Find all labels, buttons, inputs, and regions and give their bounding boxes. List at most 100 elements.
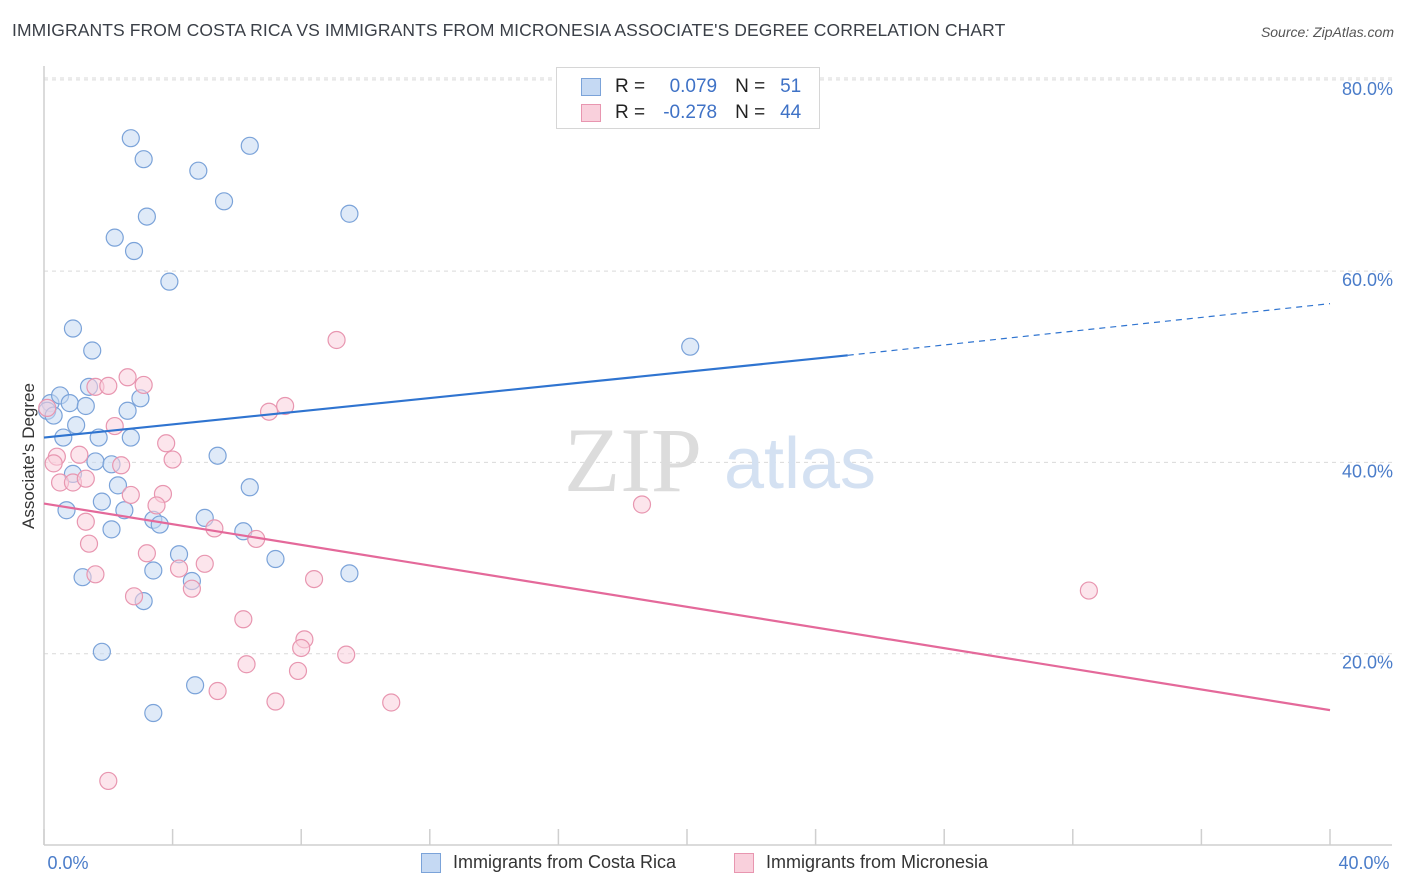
- series-micronesia: [38, 330, 1098, 791]
- point-costa-rica: [189, 161, 208, 180]
- point-costa-rica: [144, 561, 163, 580]
- point-costa-rica: [83, 341, 102, 360]
- n-value: 51: [780, 76, 802, 97]
- axes: [43, 66, 1392, 846]
- point-costa-rica: [160, 272, 179, 291]
- trend-line-costa-rica: [43, 354, 848, 439]
- trend-lines: [43, 303, 1331, 712]
- point-costa-rica: [57, 501, 76, 520]
- point-micronesia: [382, 693, 401, 712]
- y-tick-label: 80.0%: [1342, 79, 1393, 99]
- watermark-zip: ZIP: [564, 409, 702, 511]
- legend-swatch-micronesia: [581, 104, 601, 122]
- grid-lines: [44, 77, 1392, 655]
- point-micronesia: [137, 544, 156, 563]
- y-tick-labels: 20.0% 40.0% 60.0% 80.0%: [1342, 79, 1393, 673]
- point-micronesia: [124, 587, 144, 606]
- point-micronesia: [79, 534, 99, 553]
- point-costa-rica: [681, 337, 700, 356]
- point-costa-rica: [60, 394, 79, 413]
- point-micronesia: [259, 402, 279, 421]
- point-costa-rica: [208, 446, 227, 465]
- point-micronesia: [234, 610, 253, 629]
- point-costa-rica: [115, 501, 134, 520]
- point-micronesia: [208, 681, 227, 701]
- point-micronesia: [182, 579, 201, 598]
- point-micronesia: [70, 445, 89, 464]
- point-costa-rica: [86, 452, 105, 471]
- point-micronesia: [38, 398, 57, 417]
- point-costa-rica: [240, 136, 259, 155]
- chart-title: IMMIGRANTS FROM COSTA RICA VS IMMIGRANTS…: [12, 20, 1006, 40]
- n-label: N =: [735, 102, 766, 123]
- point-micronesia: [337, 645, 356, 664]
- r-value: 0.079: [669, 76, 718, 97]
- point-costa-rica: [63, 319, 83, 338]
- point-micronesia: [237, 655, 256, 674]
- point-costa-rica: [105, 228, 124, 247]
- y-tick-label: 60.0%: [1342, 270, 1393, 290]
- source-label: Source: ZipAtlas.com: [1260, 24, 1394, 40]
- point-micronesia: [157, 434, 176, 453]
- point-micronesia: [99, 376, 118, 395]
- point-costa-rica: [340, 204, 359, 223]
- legend-swatch-micronesia: [734, 852, 754, 873]
- n-value: 44: [780, 102, 802, 123]
- legend-row-micronesia: R = -0.278 N = 44: [581, 101, 801, 125]
- r-label: R =: [615, 102, 646, 123]
- point-micronesia: [266, 692, 285, 711]
- watermark-atlas: atlas: [724, 424, 876, 504]
- point-costa-rica: [144, 703, 163, 723]
- point-micronesia: [112, 456, 131, 475]
- point-costa-rica: [54, 428, 73, 447]
- point-micronesia: [632, 495, 652, 514]
- point-micronesia: [147, 496, 166, 515]
- point-costa-rica: [108, 476, 128, 495]
- point-micronesia: [121, 485, 140, 505]
- point-costa-rica: [134, 150, 153, 169]
- n-label: N =: [735, 76, 766, 97]
- point-costa-rica: [137, 207, 156, 226]
- point-costa-rica: [76, 396, 95, 416]
- trend-line-micronesia: [43, 502, 1331, 712]
- legend-label-micronesia: Immigrants from Micronesia: [766, 852, 989, 872]
- point-micronesia: [304, 570, 324, 589]
- point-costa-rica: [67, 416, 86, 435]
- point-costa-rica: [121, 428, 140, 447]
- point-costa-rica: [150, 515, 169, 534]
- point-costa-rica: [240, 478, 259, 497]
- point-costa-rica: [118, 401, 137, 420]
- legend-label-costa-rica: Immigrants from Costa Rica: [453, 852, 677, 872]
- point-micronesia: [76, 512, 95, 531]
- point-costa-rica: [92, 492, 111, 511]
- series-legend: Immigrants from Costa Rica Immigrants fr…: [0, 852, 1406, 876]
- x-tick-label: 0.0%: [47, 853, 88, 873]
- point-micronesia: [86, 565, 105, 584]
- point-micronesia: [205, 519, 224, 538]
- point-micronesia: [99, 771, 118, 791]
- x-tick-labels: 0.0% 40.0%: [47, 853, 1389, 873]
- trend-line-costa-rica-projection: [847, 303, 1331, 356]
- point-micronesia: [1079, 581, 1098, 600]
- point-costa-rica: [214, 192, 234, 211]
- point-costa-rica: [121, 129, 140, 148]
- legend-item-costa-rica: Immigrants from Costa Rica: [421, 852, 676, 873]
- legend-swatch-costa-rica: [581, 78, 601, 96]
- point-micronesia: [76, 469, 95, 488]
- r-value: -0.278: [663, 102, 718, 123]
- point-micronesia: [288, 661, 308, 681]
- legend-swatch-costa-rica: [421, 852, 441, 873]
- point-micronesia: [195, 554, 214, 573]
- point-costa-rica: [266, 549, 285, 569]
- y-tick-label: 40.0%: [1342, 461, 1393, 481]
- r-label: R =: [615, 76, 646, 97]
- point-costa-rica: [124, 241, 144, 261]
- y-tick-label: 20.0%: [1342, 653, 1393, 673]
- watermark: ZIP atlas: [564, 409, 876, 511]
- point-micronesia: [118, 368, 137, 387]
- point-micronesia: [169, 559, 189, 578]
- point-costa-rica: [102, 520, 121, 539]
- x-tick-label: 40.0%: [1338, 853, 1389, 873]
- point-costa-rica: [92, 642, 111, 661]
